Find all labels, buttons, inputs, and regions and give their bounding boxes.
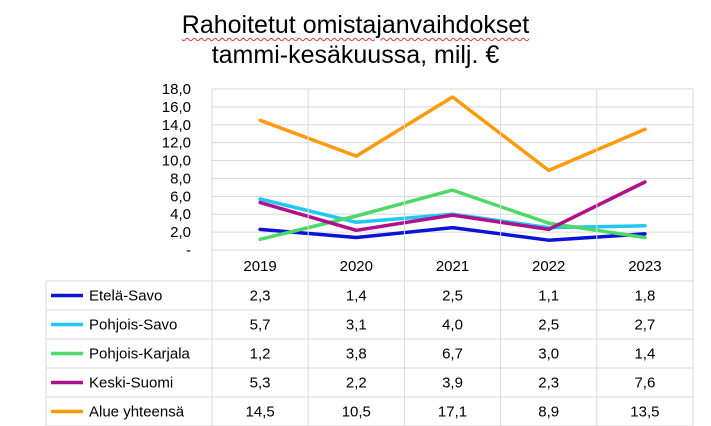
series-line [258, 95, 647, 173]
x-category-label: 2021 [436, 258, 469, 275]
y-tick-label: 6,0 [170, 188, 191, 205]
y-tick-label: 12,0 [162, 135, 191, 152]
data-value: 7,6 [634, 375, 655, 392]
chart-title: Rahoitetut omistajanvaihdokset tammi-kes… [0, 10, 711, 70]
legend-label: Pohjois-Savo [89, 317, 177, 334]
x-category-label: 2022 [532, 258, 565, 275]
data-value: 3,1 [346, 317, 367, 334]
y-tick-label: 2,0 [170, 224, 191, 241]
x-category-label: 2019 [243, 258, 276, 275]
data-value: 13,5 [630, 404, 659, 421]
chart-title-line-1: Rahoitetut omistajanvaihdokset [181, 11, 530, 39]
data-value: 17,1 [438, 404, 467, 421]
data-value: 3,8 [346, 346, 367, 363]
y-tick-label: 16,0 [162, 99, 191, 116]
data-value: 1,4 [346, 288, 367, 305]
data-value: 1,8 [634, 288, 655, 305]
data-value: 14,5 [245, 404, 274, 421]
data-value: 2,3 [538, 375, 559, 392]
series-line [258, 225, 647, 242]
chart-title-line-2: tammi-kesäkuussa, milj. € [211, 41, 500, 69]
legend-label: Alue yhteensä [89, 404, 185, 421]
data-value: 8,9 [538, 404, 559, 421]
y-tick-label: 8,0 [170, 170, 191, 187]
y-tick-label: 4,0 [170, 206, 191, 223]
data-value: 1,1 [538, 288, 559, 305]
series-line [258, 180, 647, 233]
y-axis-tick-labels: -2,04,06,08,010,012,014,016,018,0 [162, 81, 191, 259]
data-value: 2,2 [346, 375, 367, 392]
gridlines [212, 88, 693, 233]
data-table: 2019 2020 2021 2022 2023 Etelä-Savo 2,3 1,4 2,5 1… [45, 89, 694, 426]
y-tick-label: - [186, 242, 191, 259]
series-line [258, 188, 647, 242]
y-tick-label: 18,0 [162, 81, 191, 98]
x-category-label: 2020 [340, 258, 373, 275]
data-value: 4,0 [442, 317, 463, 334]
data-value: 2,5 [442, 288, 463, 305]
data-value: 1,2 [250, 346, 271, 363]
legend-label: Etelä-Savo [89, 288, 162, 305]
data-value: 3,9 [442, 375, 463, 392]
series-line [258, 197, 647, 230]
data-value: 5,7 [250, 317, 271, 334]
series-lines [258, 95, 647, 242]
data-value: 2,3 [250, 288, 271, 305]
legend-label: Pohjois-Karjala [89, 346, 191, 363]
x-category-label: 2023 [628, 258, 661, 275]
y-tick-label: 10,0 [162, 153, 191, 170]
legend-label: Keski-Suomi [89, 375, 173, 392]
y-tick-label: 14,0 [162, 117, 191, 134]
data-value: 5,3 [250, 375, 271, 392]
data-value: 1,4 [634, 346, 655, 363]
data-value: 3,0 [538, 346, 559, 363]
data-value: 2,7 [634, 317, 655, 334]
data-value: 6,7 [442, 346, 463, 363]
data-value: 10,5 [342, 404, 371, 421]
data-value: 2,5 [538, 317, 559, 334]
